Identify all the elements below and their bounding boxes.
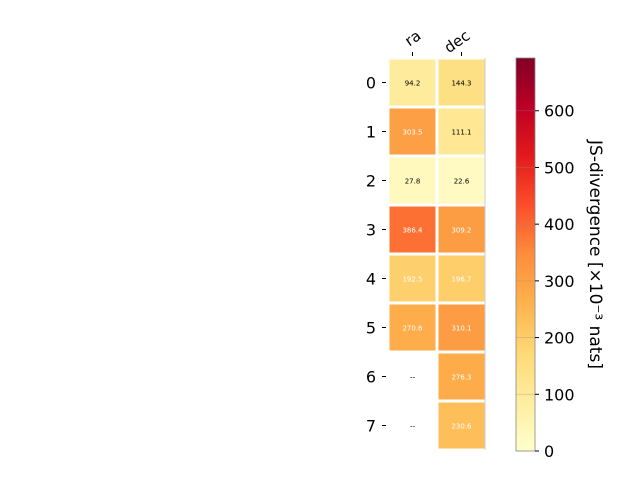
colorbar-label: JS-divergence [×10⁻³ nats] — [585, 139, 605, 369]
colorbar-bar — [515, 57, 536, 452]
cell-value-label: 230.6 — [451, 423, 472, 431]
heatmap-cell — [438, 157, 485, 204]
row-tick-label: 7 — [366, 417, 376, 436]
cell-value-label: 309.2 — [451, 227, 471, 235]
cell-value-label: 22.6 — [454, 178, 470, 186]
cell-value-label: 192.5 — [402, 276, 422, 284]
cell-value-label: 196.7 — [451, 276, 471, 284]
heatmap-cell — [438, 255, 485, 302]
colorbar-tick-label: 300 — [544, 272, 575, 291]
cell-value-label: 270.6 — [402, 325, 423, 333]
row-tick-label: 4 — [366, 270, 376, 289]
cell-value-label: -- — [410, 374, 416, 382]
heatmap-cell — [389, 206, 436, 253]
column-tick-label: dec — [441, 27, 473, 57]
cell-value-label: 310.1 — [451, 325, 471, 333]
heatmap-cell — [438, 402, 485, 449]
row-tick-label: 1 — [366, 123, 376, 142]
cell-value-label: 27.8 — [405, 178, 421, 186]
heatmap-cell — [389, 304, 436, 351]
heatmap-cell — [438, 108, 485, 155]
colorbar-tick-label: 600 — [544, 102, 575, 121]
colorbar-tick-label: 400 — [544, 215, 575, 234]
colorbar-tick-label: 200 — [544, 329, 575, 348]
cell-value-label: 386.4 — [402, 227, 423, 235]
cell-value-label: 94.2 — [405, 80, 421, 88]
heatmap-cell-labels: 94.2 144.3 303.5 111.1 27.8 22.6 386.4 309.2 192… — [402, 80, 472, 431]
heatmap-cell — [389, 157, 436, 204]
heatmap-cell — [438, 59, 485, 106]
heatmap-cell — [438, 304, 485, 351]
row-tick-label: 3 — [366, 221, 376, 240]
colorbar-tick-label: 100 — [544, 385, 575, 404]
colorbar-tick-label: 0 — [544, 442, 554, 461]
cell-value-label: -- — [410, 423, 416, 431]
column-tick-label: ra — [401, 27, 424, 51]
cell-value-label: 111.1 — [451, 129, 471, 137]
colorbar: 0 100 200 300 400 500 600 JS-divergence [×10⁻³ … — [515, 57, 605, 461]
heatmap-cell — [438, 206, 485, 253]
colorbar-tick-label: 500 — [544, 158, 575, 177]
heatmap-cells — [389, 59, 485, 449]
row-tick-label: 0 — [366, 74, 376, 93]
heatmap-cell — [389, 59, 436, 106]
row-tick-label: 2 — [366, 172, 376, 191]
heatmap-cell — [389, 108, 436, 155]
cell-value-label: 303.5 — [402, 129, 422, 137]
row-tick-label: 6 — [366, 368, 376, 387]
cell-value-label: 144.3 — [451, 80, 471, 88]
heatmap-cell — [438, 353, 485, 400]
cell-value-label: 276.3 — [451, 374, 471, 382]
row-tick-label: 5 — [366, 319, 376, 338]
heatmap-cell — [389, 255, 436, 302]
